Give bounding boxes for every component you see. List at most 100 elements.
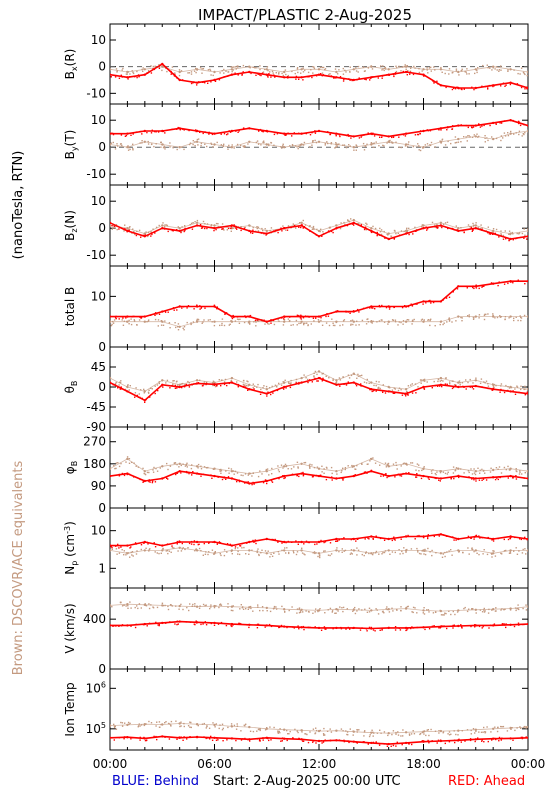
data-point (232, 605, 234, 607)
data-point (473, 536, 475, 538)
data-point (201, 68, 203, 70)
data-point (473, 287, 475, 290)
data-point (236, 480, 238, 483)
data-point (331, 479, 333, 481)
data-point (314, 132, 317, 134)
data-point (407, 392, 409, 394)
data-point (158, 721, 161, 723)
data-point (370, 305, 373, 308)
data-point (520, 319, 522, 322)
data-point (213, 736, 216, 739)
data-point (284, 610, 286, 613)
data-point (189, 736, 191, 738)
data-point (235, 225, 237, 228)
data-point (439, 729, 443, 733)
data-point (509, 385, 512, 389)
data-point (466, 140, 468, 142)
data-point (441, 385, 443, 388)
data-point (164, 320, 166, 322)
data-point (272, 72, 274, 74)
data-point (501, 726, 503, 728)
data-point (442, 534, 445, 536)
data-point (513, 625, 516, 628)
data-point (478, 287, 480, 290)
data-point (423, 553, 425, 555)
data-point (216, 543, 218, 545)
data-point (481, 125, 483, 127)
data-point (415, 476, 418, 478)
data-point (368, 626, 371, 629)
data-point (479, 537, 481, 539)
data-point (174, 322, 176, 324)
data-point (110, 142, 113, 144)
data-point (450, 549, 452, 551)
data-point (456, 86, 458, 88)
data-point (140, 130, 142, 133)
data-point (378, 234, 381, 236)
data-point (470, 729, 472, 732)
data-point (162, 222, 164, 224)
data-point (200, 307, 202, 309)
data-point (494, 737, 496, 740)
panel-frame (109, 265, 529, 348)
data-point (354, 468, 356, 470)
data-point (473, 550, 475, 553)
data-point (406, 319, 408, 321)
data-point (193, 308, 195, 310)
data-point (306, 733, 308, 736)
data-point (452, 380, 454, 382)
data-point (507, 465, 509, 468)
data-point (502, 234, 505, 237)
data-point (232, 227, 235, 229)
data-point (137, 74, 140, 76)
data-point (252, 229, 254, 231)
data-point (400, 475, 403, 477)
data-point (446, 321, 448, 323)
data-point (321, 471, 323, 473)
data-point (424, 380, 426, 382)
data-point (527, 228, 528, 230)
data-point (482, 478, 485, 480)
data-point (408, 472, 410, 474)
data-point (335, 143, 338, 146)
data-point (320, 740, 322, 742)
data-point (522, 623, 524, 626)
data-point (125, 317, 127, 319)
data-point (521, 736, 524, 739)
data-point (382, 475, 385, 477)
data-point (400, 230, 403, 232)
data-point (487, 740, 489, 743)
data-point (176, 623, 178, 626)
data-point (367, 132, 369, 134)
data-point (518, 233, 520, 235)
data-point (286, 626, 288, 629)
data-point (369, 307, 371, 309)
data-point (270, 76, 272, 78)
data-point (210, 474, 212, 476)
data-point (193, 543, 195, 546)
data-point (126, 229, 129, 233)
data-point (195, 81, 199, 84)
data-point (308, 379, 311, 381)
data-point (151, 480, 154, 482)
data-point (287, 318, 290, 320)
data-point (178, 462, 181, 465)
data-point (325, 322, 328, 324)
data-point (187, 129, 189, 131)
data-point (112, 320, 114, 323)
data-point (300, 315, 303, 318)
data-point (180, 230, 183, 232)
data-point (315, 608, 317, 610)
data-point (370, 227, 373, 230)
data-point (492, 624, 495, 627)
series-brown (110, 370, 528, 395)
data-point (361, 319, 364, 322)
data-point (526, 537, 528, 541)
data-point (156, 470, 159, 472)
data-point (132, 737, 134, 739)
data-point (343, 740, 346, 743)
data-point (426, 729, 428, 731)
data-point (183, 230, 185, 233)
data-point (335, 382, 337, 384)
data-point (416, 303, 418, 305)
